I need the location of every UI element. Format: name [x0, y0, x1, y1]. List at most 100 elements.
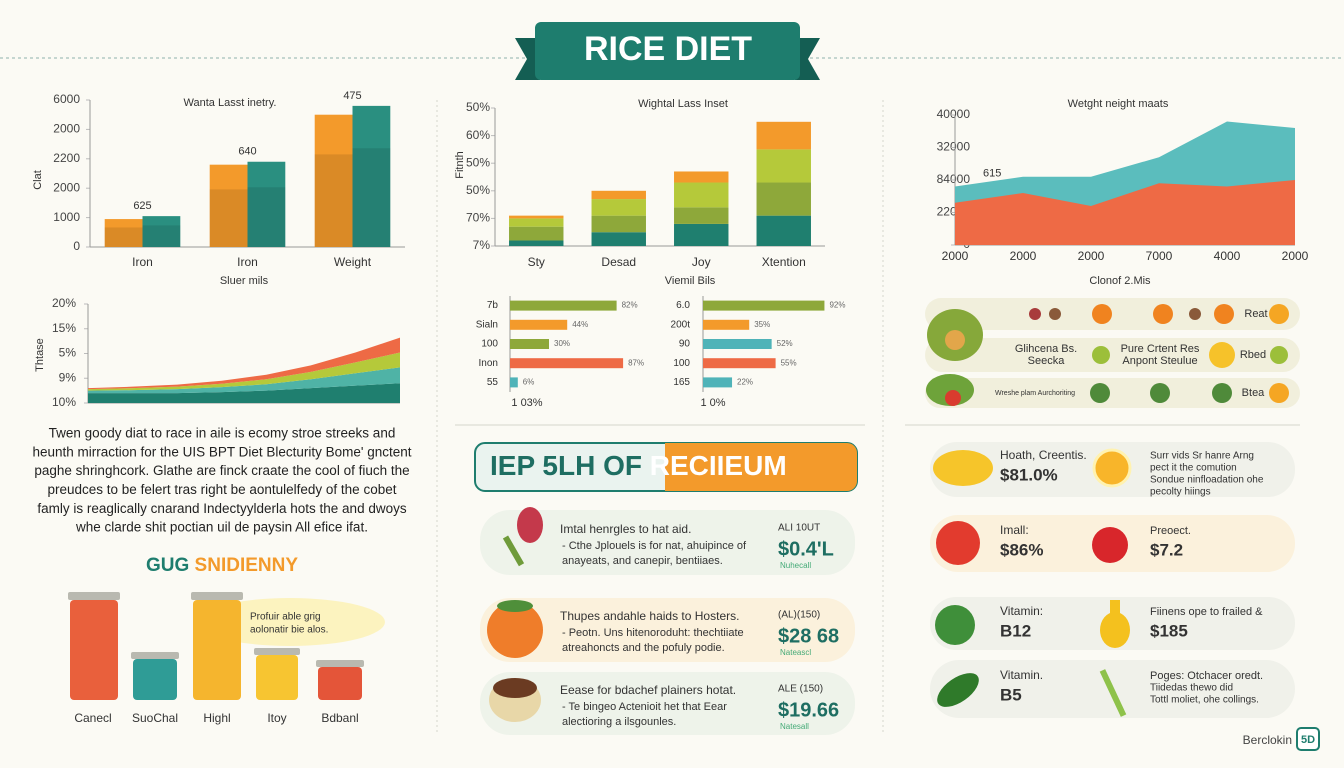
ribbon-tail — [795, 38, 820, 80]
jar-label: Bdbanl — [321, 711, 358, 725]
icon-sprout — [1090, 383, 1110, 403]
x-axis-label: Sluer mils — [220, 275, 269, 287]
data-label: 6% — [523, 378, 535, 387]
chart-title: Wightal Lass Inset — [638, 98, 728, 110]
icon-sprout — [1212, 383, 1232, 403]
x-tick-label: 4000 — [1214, 249, 1241, 263]
y-tick-label: 50% — [466, 100, 490, 114]
y-tick-label: 6000 — [53, 92, 80, 106]
glow — [195, 598, 385, 646]
data-label: 55% — [781, 358, 797, 367]
icon-orange — [487, 602, 543, 658]
y-tick-label: 7b — [487, 300, 499, 311]
food-icons — [926, 304, 1289, 406]
bar-shade — [104, 227, 143, 247]
y-tick-label: 50% — [466, 155, 490, 169]
y-tick-label: 6.0 — [676, 300, 690, 311]
offer-card — [480, 598, 855, 662]
data-label: 22% — [737, 378, 753, 387]
jar — [133, 659, 177, 700]
icon-oil — [1100, 612, 1130, 648]
banner-part: IEP 5LH OF — [490, 450, 642, 481]
chart-title: Wetght neight maats — [1068, 98, 1169, 110]
icon-orange — [1269, 304, 1289, 324]
ribbon-tail — [515, 38, 540, 80]
y-tick-label: 2200 — [53, 151, 80, 165]
bar — [703, 377, 733, 388]
food-label: Rbed — [1240, 349, 1266, 361]
x-tick-label: Weight — [334, 255, 372, 269]
bar — [352, 105, 391, 247]
card-value: $86% — [1000, 540, 1043, 559]
x-axis-label: Viemil Bils — [665, 275, 716, 287]
icon-topping — [493, 678, 537, 698]
icon-stalk — [1099, 669, 1127, 717]
offer-note: Nuhecall — [780, 561, 811, 570]
footer-logo: 5D — [1301, 734, 1315, 746]
y-tick-label: 7% — [473, 238, 491, 252]
food-row — [925, 378, 1300, 408]
offer-text: - Peotn. Uns hitenoroduht: thechtiiate — [562, 627, 744, 639]
icon-broccoli — [935, 605, 975, 645]
icon-lime — [1092, 346, 1110, 364]
bar-segment — [674, 171, 729, 183]
y-axis-label: Clat — [32, 170, 44, 190]
card-note: Tottl moliet, ohe collings. — [1150, 695, 1259, 706]
bar — [104, 219, 143, 247]
food-text: Pure Crtent Res — [1121, 343, 1200, 355]
y-tick-label: 1000 — [53, 210, 80, 224]
icon-lemon — [933, 450, 993, 486]
jar — [318, 667, 362, 700]
icon-dot — [1189, 308, 1201, 320]
bar — [510, 300, 617, 311]
bar — [247, 161, 286, 247]
y-tick-label: 2000 — [53, 180, 80, 194]
icon-lime — [1270, 346, 1288, 364]
bar-segment — [674, 207, 729, 224]
icon-oil-neck — [1110, 600, 1120, 614]
food-row — [925, 338, 1300, 372]
card-note: pecolty hiings — [1150, 487, 1211, 498]
y-tick-label: 90 — [679, 339, 691, 350]
jar-label: SuoChal — [132, 711, 178, 725]
bar-segment — [509, 218, 564, 227]
jar-lid — [131, 652, 179, 659]
offer-text: - Cthe Jplouels is for nat, ahuipince of — [562, 540, 747, 552]
x-tick-label: Iron — [237, 255, 258, 269]
bar — [703, 319, 750, 330]
y-tick-label: 10% — [52, 395, 76, 409]
food-text: Glihcena Bs. — [1015, 343, 1077, 355]
paragraph-line: paghe shringhcork. Glathe are finck craa… — [34, 463, 409, 478]
paragraph-line: heunth mirraction for the UIS BPT Diet B… — [33, 444, 412, 459]
offer-price: $0.4'L — [778, 538, 834, 560]
offer-tag: ALI 10UT — [778, 523, 820, 534]
card-value: $7.2 — [1150, 540, 1183, 559]
y-tick-label: 84000 — [937, 172, 971, 186]
icon-sprout — [1150, 383, 1170, 403]
icon-cucumber — [937, 673, 979, 707]
icon-leaf — [497, 600, 533, 612]
food-label: Reat — [1244, 308, 1267, 320]
offer-tag: (AL)(150) — [778, 610, 820, 621]
banner-part: RECIIEUM — [650, 450, 787, 481]
bar — [510, 358, 624, 369]
card-note: pect it the comution — [1150, 463, 1237, 474]
annotation: 615 — [983, 168, 1001, 180]
bar-segment — [509, 215, 564, 219]
icon-dot — [1049, 308, 1061, 320]
y-tick-label: 55 — [487, 377, 499, 388]
area — [955, 180, 1295, 245]
bar-segment — [509, 226, 564, 241]
jar — [70, 600, 118, 700]
y-tick-label: 165 — [673, 377, 690, 388]
icon-ginger — [945, 330, 965, 350]
x-axis-label: 1 0% — [700, 397, 725, 409]
card-note: Tiidedas thewo did — [1150, 683, 1233, 694]
icon-dot — [1029, 308, 1041, 320]
bar — [703, 358, 776, 369]
offer-note: Natesall — [780, 722, 809, 731]
jar-lid — [316, 660, 364, 667]
icon-apple — [936, 521, 980, 565]
jar-label: Itoy — [267, 711, 286, 725]
